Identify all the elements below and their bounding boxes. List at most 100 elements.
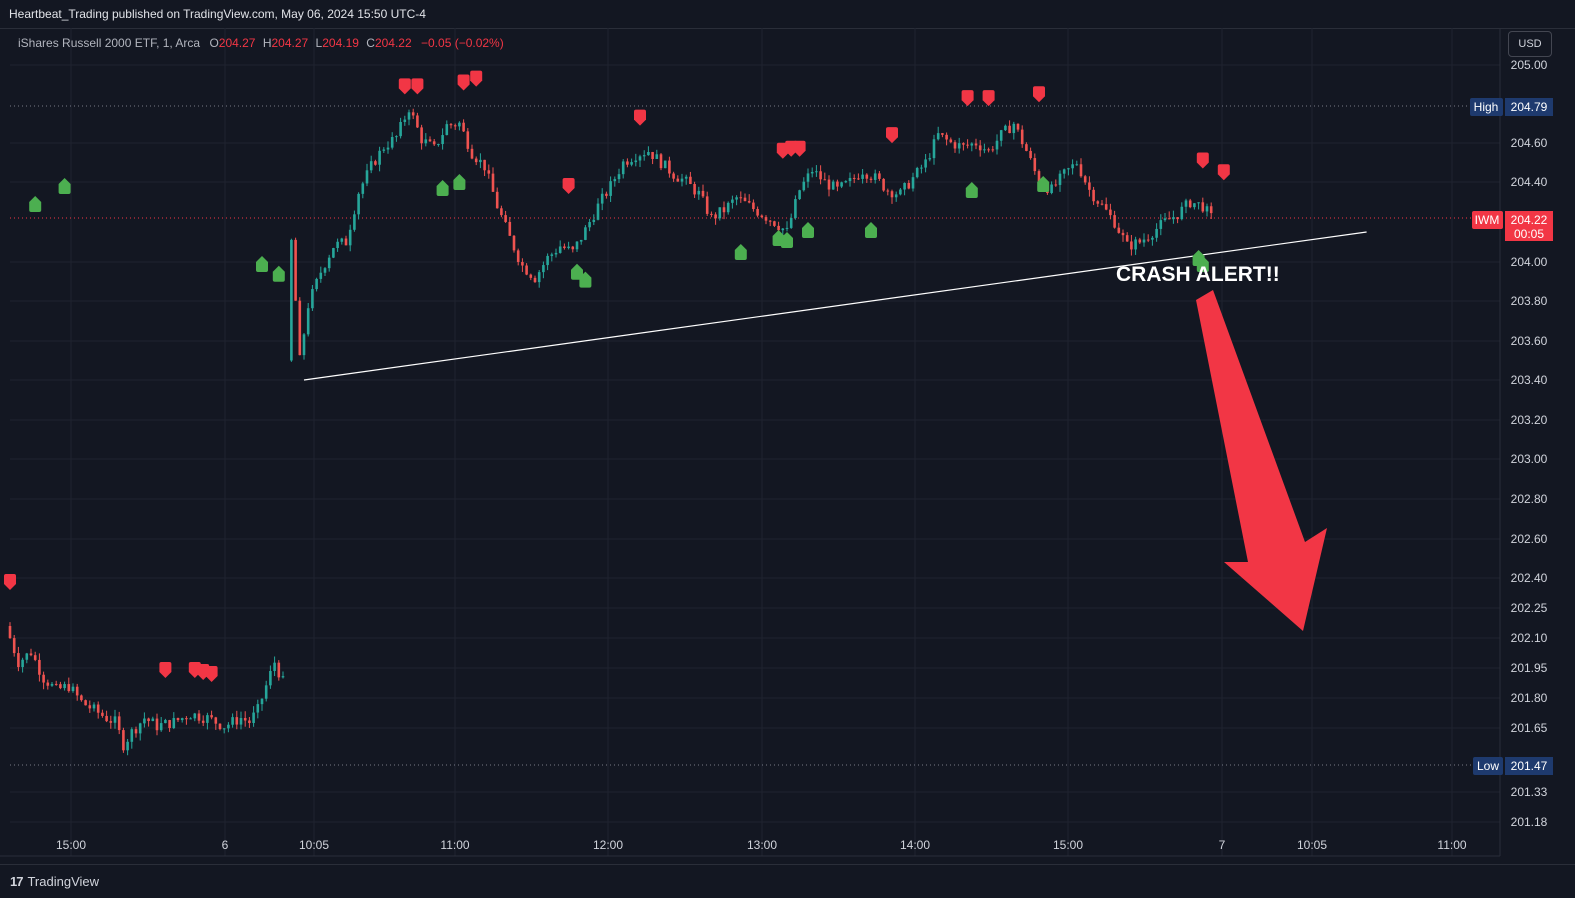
candle-body xyxy=(920,167,923,169)
x-tick-label: 12:00 xyxy=(593,838,623,852)
candle-body xyxy=(1029,150,1032,159)
candle-body xyxy=(1134,239,1137,250)
candle-body xyxy=(806,173,810,182)
candle-body xyxy=(1075,164,1079,166)
candle-body xyxy=(458,122,461,127)
candle-body xyxy=(1130,241,1133,250)
candle-body xyxy=(365,170,369,184)
candle-body xyxy=(290,239,293,361)
candle-body xyxy=(487,170,491,174)
candle-body xyxy=(1050,184,1053,194)
candle-body xyxy=(164,720,167,724)
candle-body xyxy=(873,173,877,180)
candle-body xyxy=(773,221,776,226)
candle-body xyxy=(21,659,24,668)
candle-body xyxy=(512,235,516,251)
crash-arrow-layer: CRASH ALERT!! xyxy=(1116,263,1327,631)
candle-body xyxy=(819,171,822,180)
candle-body xyxy=(63,684,66,689)
y-tick-label: 202.40 xyxy=(1511,571,1548,585)
candle-body xyxy=(491,173,495,192)
candle-body xyxy=(470,148,474,159)
candle-body xyxy=(411,112,415,116)
y-tick-label: 201.65 xyxy=(1511,721,1548,735)
candle-body xyxy=(865,174,869,179)
candle-body xyxy=(382,149,386,151)
candle-body xyxy=(705,196,709,214)
candle-body xyxy=(462,122,465,132)
y-tick-label: 204.60 xyxy=(1511,136,1548,150)
candle-body xyxy=(416,115,419,128)
candle-body xyxy=(857,178,860,180)
ohlc-legend: iShares Russell 2000 ETF, 1, Arca O204.2… xyxy=(18,36,504,50)
candle-body xyxy=(369,161,373,171)
low-value-tag: 201.47 xyxy=(1511,759,1548,773)
candle-body xyxy=(176,718,180,721)
sell-signal-marker xyxy=(982,90,995,107)
candle-body xyxy=(453,125,457,127)
sell-signal-marker xyxy=(159,662,172,678)
candle-body xyxy=(248,720,251,724)
x-tick-label: 15:00 xyxy=(1053,838,1083,852)
candle-body xyxy=(336,241,339,249)
candle-body xyxy=(542,265,545,273)
candle-body xyxy=(886,190,890,192)
candle-body xyxy=(722,207,726,213)
buy-signal-marker xyxy=(865,222,877,238)
candle-body xyxy=(777,225,780,231)
sell-signal-marker xyxy=(457,74,470,91)
x-tick-label: 6 xyxy=(222,838,229,852)
candle-body xyxy=(596,203,600,220)
high-label-bg xyxy=(1470,98,1503,116)
trendline[interactable] xyxy=(303,231,1367,381)
candle-body xyxy=(785,227,789,229)
candle-body xyxy=(332,248,335,258)
candle-body xyxy=(134,729,138,734)
candle-body xyxy=(668,160,671,174)
candle-body xyxy=(1020,129,1024,145)
price-chart[interactable]: CRASH ALERT!! 15:00 6 10:05 11:00 12:00 13:00… xyxy=(0,28,1575,864)
candle-body xyxy=(525,265,528,275)
candle-body xyxy=(231,717,234,725)
candle-body xyxy=(420,127,423,144)
candle-body xyxy=(138,723,142,734)
candle-body xyxy=(88,705,92,709)
candle-body xyxy=(663,160,667,169)
candle-body xyxy=(907,182,911,189)
symbol-tag: IWM xyxy=(1475,213,1500,227)
crash-alert-label: CRASH ALERT!! xyxy=(1116,263,1280,286)
candle-body xyxy=(1004,125,1007,131)
candle-body xyxy=(374,161,377,165)
trendline-layer xyxy=(303,231,1367,381)
candle-body xyxy=(1176,217,1179,220)
candle-body xyxy=(869,178,873,180)
candle-body xyxy=(978,145,982,151)
sell-signal-marker xyxy=(886,127,898,144)
x-tick-label: 11:00 xyxy=(1437,838,1466,852)
close-value: 204.22 xyxy=(374,36,412,50)
candle-body xyxy=(96,704,100,713)
candle-body xyxy=(172,718,176,729)
candle-body xyxy=(529,274,533,278)
x-tick-label: 10:05 xyxy=(1297,838,1327,852)
candle-body xyxy=(252,712,255,724)
candle-body xyxy=(147,718,150,722)
candle-body xyxy=(1083,176,1087,183)
sell-signal-marker xyxy=(1217,164,1230,181)
candle-body xyxy=(584,227,587,240)
open-value: 204.27 xyxy=(218,36,256,50)
candle-body xyxy=(1067,168,1070,170)
candle-body xyxy=(739,197,743,199)
candle-body xyxy=(75,686,79,696)
sell-signal-marker xyxy=(4,574,16,590)
candle-body xyxy=(1142,239,1146,243)
candle-body xyxy=(836,181,839,187)
candle-body xyxy=(655,154,659,159)
buy-signal-marker xyxy=(571,263,583,280)
currency-button[interactable]: USD xyxy=(1508,31,1552,57)
candle-body xyxy=(185,718,188,720)
candle-body xyxy=(197,713,201,721)
candle-body xyxy=(693,184,696,195)
candle-body xyxy=(1121,232,1125,236)
change-value: −0.05 (−0.02%) xyxy=(421,36,504,50)
